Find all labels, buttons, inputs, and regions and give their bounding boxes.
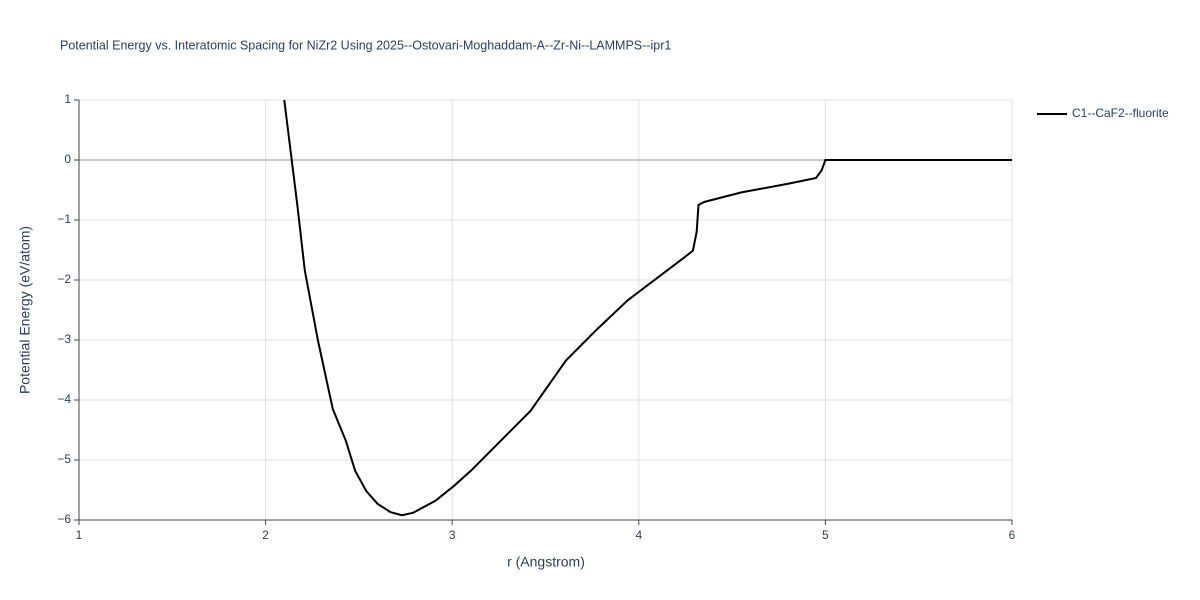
y-tick-label: −1 (57, 212, 71, 226)
grid (78, 99, 1013, 521)
y-tick-label: −4 (57, 392, 71, 406)
axes: 1 2 3 4 5 6 −6 −5 −4 −3 −2 −1 0 1 (57, 92, 1015, 542)
y-axis-title: Potential Energy (eV/atom) (17, 226, 33, 394)
x-tick-label: 6 (1009, 528, 1016, 542)
chart-title: Potential Energy vs. Interatomic Spacing… (60, 38, 671, 52)
plot-area (283, 100, 1012, 517)
legend-label: C1--CaF2--fluorite (1072, 106, 1169, 120)
y-tick-label: −5 (57, 452, 71, 466)
y-tick-label: −2 (57, 272, 71, 286)
x-tick-label: 3 (449, 528, 456, 542)
x-tick-label: 4 (635, 528, 642, 542)
series-line (283, 100, 1012, 517)
y-tick-label: −6 (57, 512, 71, 526)
y-tick-label: −3 (57, 332, 71, 346)
x-tick-label: 2 (262, 528, 269, 542)
x-tick-label: 1 (76, 528, 83, 542)
y-tick-label: 0 (64, 152, 71, 166)
x-tick-label: 5 (822, 528, 829, 542)
y-tick-label: 1 (64, 92, 71, 106)
x-axis-title: r (Angstrom) (507, 554, 585, 570)
